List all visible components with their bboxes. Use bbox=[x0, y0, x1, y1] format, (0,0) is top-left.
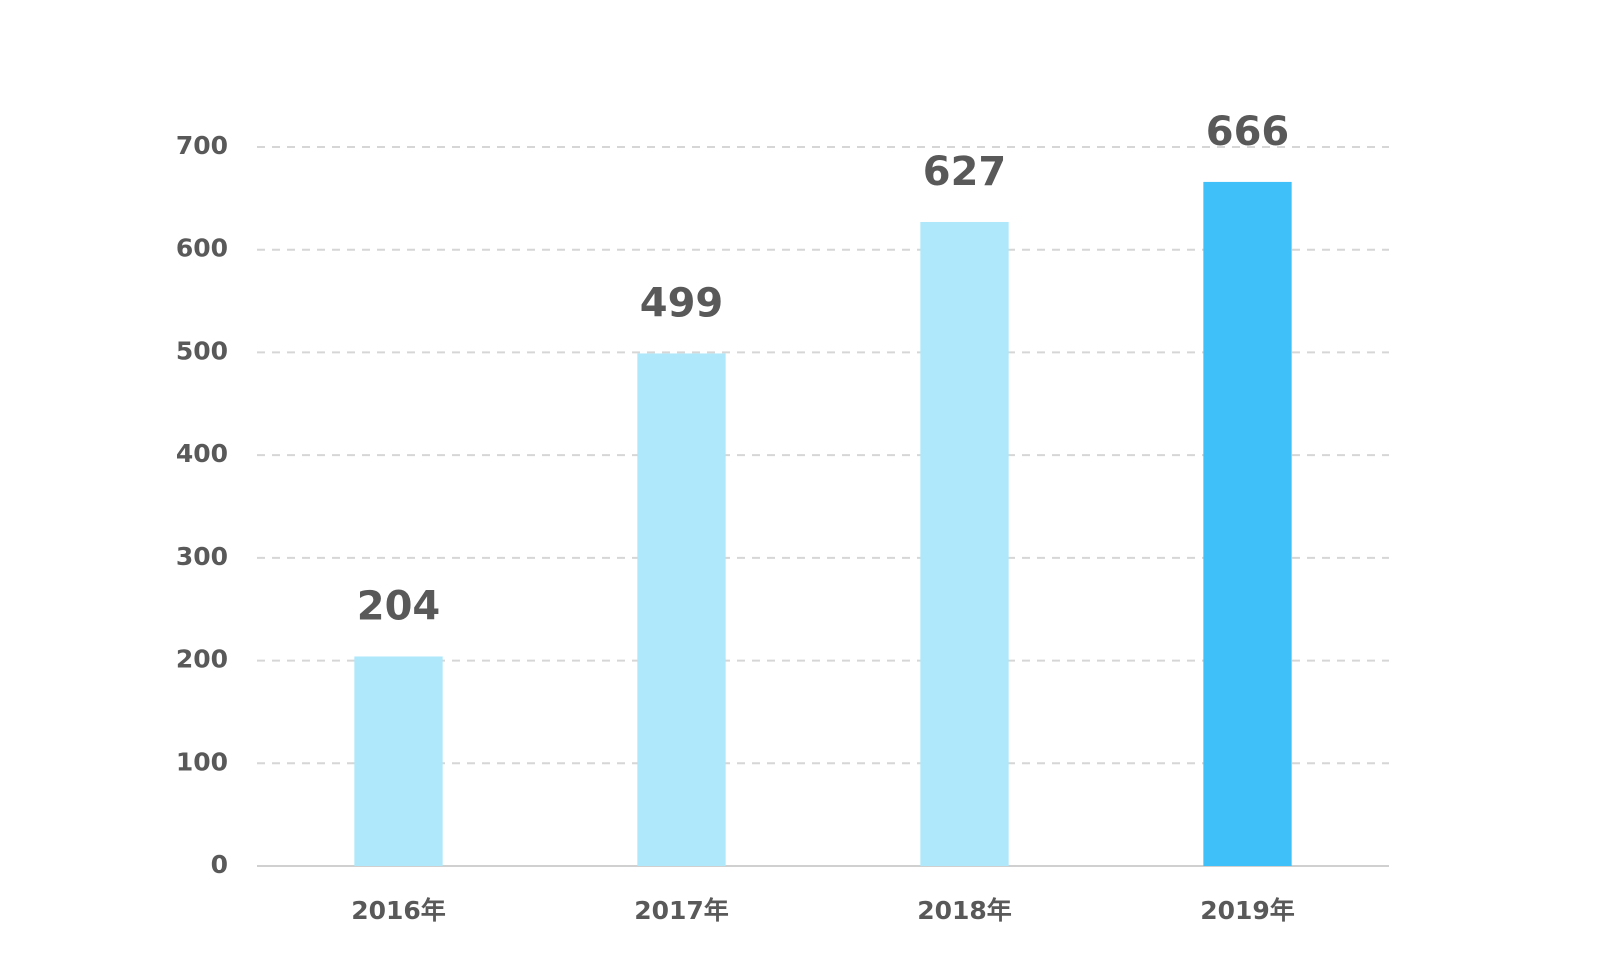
data-label: 499 bbox=[640, 280, 724, 326]
data-label: 204 bbox=[357, 583, 441, 629]
x-tick-label: 2018年 bbox=[917, 896, 1012, 925]
y-tick-label: 500 bbox=[176, 336, 228, 365]
bar bbox=[920, 221, 1009, 866]
bar bbox=[1203, 181, 1292, 866]
y-tick-label: 100 bbox=[176, 747, 228, 776]
x-tick-label: 2019年 bbox=[1200, 896, 1295, 925]
y-tick-label: 400 bbox=[176, 439, 228, 468]
data-label: 627 bbox=[923, 149, 1007, 195]
x-tick-label: 2016年 bbox=[351, 896, 446, 925]
y-tick-label: 0 bbox=[211, 850, 228, 879]
y-tick-label: 700 bbox=[176, 131, 228, 160]
bar bbox=[354, 656, 443, 866]
y-tick-label: 600 bbox=[176, 234, 228, 263]
y-tick-label: 300 bbox=[176, 542, 228, 571]
y-tick-label: 200 bbox=[176, 645, 228, 674]
x-tick-label: 2017年 bbox=[634, 896, 729, 925]
bar bbox=[637, 353, 726, 867]
data-label: 666 bbox=[1206, 109, 1290, 155]
